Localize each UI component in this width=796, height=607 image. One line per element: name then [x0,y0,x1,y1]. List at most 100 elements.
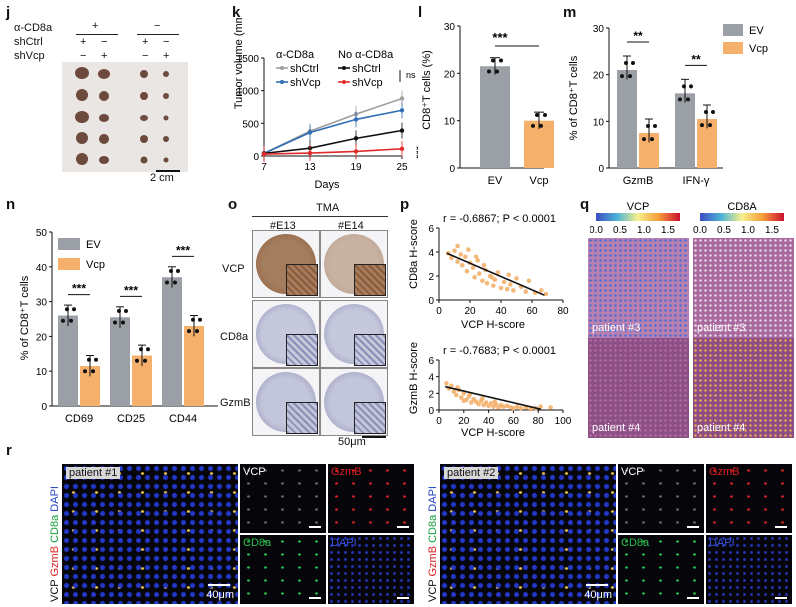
tma-col-e13: #E13 [270,220,296,232]
l-ytick-label: 20 [444,69,456,80]
p1-point [506,272,512,278]
q-tick-3a: 1.5 [661,225,675,236]
tma-core-image [320,300,388,368]
k-ytick-label: 0 [253,152,259,163]
n-dot [87,357,91,362]
q-vcp-title: VCP [627,201,650,213]
k-significance: *** [410,146,418,160]
k-legend-dot [280,66,284,70]
p1-point [492,277,498,282]
tissue-map: patient #3 [693,238,794,338]
p2-point [454,392,459,398]
k-legend-label: shVcp [290,77,321,89]
n-significance: *** [72,282,86,296]
p2-xtick-label: 60 [508,416,520,427]
p1-point [504,286,510,292]
p2-point [492,399,498,404]
gzmb-ifn-bar-chart: % of CD8⁺T cells 0 10 20 30 GzmB ** IFN-γ ** EV V… [568,24,768,187]
k-series-line-3 [263,148,403,155]
scale-label: 40μm [206,589,234,601]
m-dot [624,61,628,65]
p1-point [452,248,457,254]
p1-point [458,252,463,257]
n-category-label: CD44 [169,413,197,425]
p2-point [461,398,467,404]
n-legend-label: Vcp [86,259,105,271]
p1-point [463,254,468,260]
n-legend-swatch [58,238,80,250]
p2-fit-line [445,385,541,410]
q-tick-2b: 1.0 [741,225,755,236]
n-bar [110,317,130,406]
k-legend-dot [342,66,346,70]
m-ytick-label: 10 [593,117,605,128]
patient-label: patient #3 [592,322,641,334]
p1-point [511,288,516,293]
p2-point [488,401,494,406]
m-legend-swatch [723,24,743,36]
m-dot [650,137,654,142]
p2-point [504,403,510,409]
n-significance: *** [124,283,138,297]
shctrl-label: shCtrl [14,36,43,48]
tma-label: TMA [316,202,340,214]
p2-point [518,406,524,411]
n-dot [165,280,169,285]
p2-point [468,400,474,405]
n-significance: *** [176,243,190,257]
l-ytick-label: 10 [444,117,456,128]
p2-ytick-label: 2 [428,389,434,400]
n-ytick-label: 30 [36,298,48,309]
p2-point [483,400,489,405]
p2-xtick-label: 40 [483,416,495,427]
if-channel-image: DAPI [328,535,414,604]
p1-point [455,243,460,249]
if-channel-image: GzmB [328,464,414,533]
channel-label: CD8a [621,537,650,549]
n-ytick-label: 40 [36,263,48,274]
tma-row-cd8a: CD8a [220,331,249,343]
tma-col-e14: #E14 [338,220,364,232]
l-y-axis-label: CD8⁺T cells (%) [421,50,433,130]
m-y-axis-label: % of CD8⁺T cells [568,55,580,140]
k-legend-header-2: No α-CD8a [338,49,394,61]
p1-ytick-label: 0 [428,296,434,307]
n-dot [191,317,195,322]
p2-point [459,395,464,400]
n-dot [61,318,65,323]
k-point [307,150,313,156]
k-point [261,151,267,157]
l-category-label: EV [488,175,503,187]
p2-x-axis-label: VCP H-score [461,427,525,439]
p1-point [473,254,479,260]
k-legend-label: shCtrl [290,63,319,75]
p2-point [480,396,485,401]
channel-label: DAPI [709,537,735,549]
l-dot [499,58,503,63]
panel-label-n: n [6,196,16,213]
if-channel-image: CD8a [240,535,326,604]
k-legend-header-1: α-CD8a [276,49,315,61]
l-significance: *** [492,30,508,45]
shctrl-plus: + [80,36,87,48]
k-legend-label: shVcp [352,77,383,89]
tumor-photo [62,62,188,172]
m-dot [704,110,708,114]
panel-label-r: r [6,442,12,459]
p1-ytick-label: 6 [428,224,434,235]
m-dot [689,84,693,89]
l-dot [491,58,495,63]
p1-point [449,255,454,261]
channel-label: DAPI [331,537,357,549]
p1-ytick-label: 2 [428,272,434,283]
n-dot [94,357,98,362]
m-category-label: GzmB [623,175,654,187]
if-channel-image: CD8a [618,535,704,604]
n-dot [69,318,73,323]
n-ytick-label: 20 [36,332,48,343]
m-dot [678,97,682,102]
p1-point [455,259,460,264]
panel-label-j: j [6,4,11,21]
p2-ytick-label: 4 [428,373,434,384]
r-side-label-right: VCP GzmB CD8a DAPI [427,486,439,602]
